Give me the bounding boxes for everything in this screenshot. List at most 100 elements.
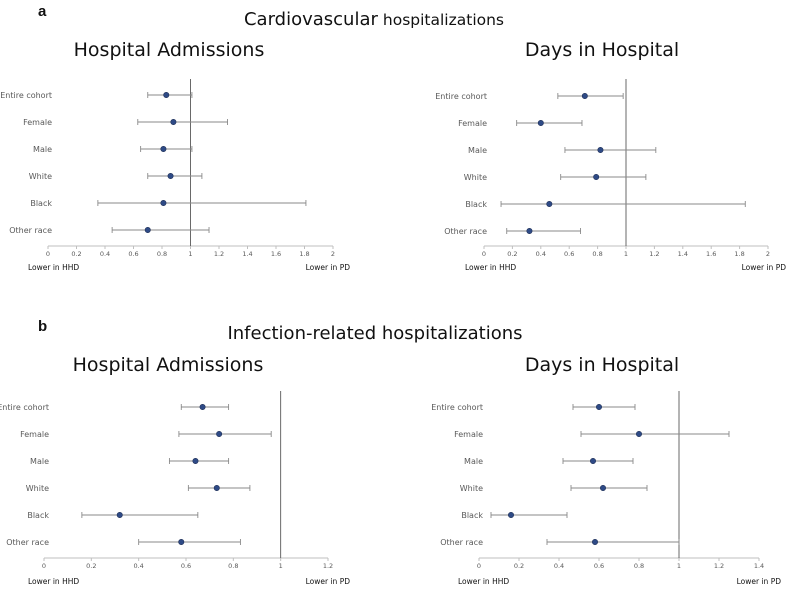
point-estimate [116, 511, 123, 518]
direction-label-left: Lower in HHD [458, 577, 509, 586]
point-estimate [192, 457, 199, 464]
x-tick-label: 0.4 [536, 250, 546, 258]
category-label: Female [458, 119, 487, 128]
x-tick-label: 1.6 [271, 250, 281, 258]
category-label: Other race [440, 538, 483, 547]
point-estimate [595, 403, 602, 410]
chart-infection-hospital-admissions: Hospital Admissions 0 0.2 0.4 0.6 0.8 1 1.2 Enti… [0, 354, 350, 586]
chart-cv-days-in-hospital: Days in Hospital 0 0.2 0.4 0.6 0.8 1 1.2 1.4 1.6 1… [435, 39, 786, 272]
category-label: White [26, 484, 49, 493]
x-tick-label: 0.8 [228, 562, 238, 570]
chart-cv-hospital-admissions: Hospital Admissions 0 0.2 0.4 0.6 0.8 1 1.2 1.4 1… [0, 39, 350, 272]
x-tick-label: 1.8 [734, 250, 744, 258]
chart-title: Hospital Admissions [74, 39, 265, 61]
category-label: Black [465, 200, 487, 209]
x-tick-label: 1.2 [323, 562, 333, 570]
point-estimate [507, 511, 514, 518]
point-estimate [144, 227, 151, 234]
x-tick-label: 1.2 [714, 562, 724, 570]
direction-label-right: Lower in PD [737, 577, 782, 586]
x-tick-label: 0 [42, 562, 46, 570]
x-tick-label: 1.2 [649, 250, 659, 258]
x-tick-label: 0 [477, 562, 481, 570]
point-estimate [178, 538, 185, 545]
point-estimate [599, 484, 606, 491]
category-label: White [464, 173, 487, 182]
category-label: Entire cohort [0, 91, 52, 100]
category-label: Other race [6, 538, 49, 547]
x-tick-label: 0.6 [594, 562, 604, 570]
category-label: Female [23, 118, 52, 127]
point-estimate [546, 201, 553, 208]
chart-infection-days-in-hospital: Days in Hospital 0 0.2 0.4 0.6 0.8 1 1.2 1.4 Enti… [431, 354, 781, 586]
x-tick-label: 1.8 [299, 250, 309, 258]
point-estimate [170, 119, 177, 126]
panel-a-label: a [38, 3, 47, 20]
chart-title: Days in Hospital [525, 39, 679, 61]
panel-b-title: Infection-related hospitalizations [227, 323, 522, 344]
x-tick-label: 1 [677, 562, 681, 570]
x-tick-label: 0.2 [507, 250, 517, 258]
chart-title: Hospital Admissions [73, 354, 264, 376]
panel-a-title: Cardiovascular hospitalizations [244, 9, 504, 30]
x-tick-label: 0.6 [128, 250, 138, 258]
category-label: Entire cohort [431, 403, 483, 412]
category-label: Other race [444, 227, 487, 236]
panel-a-title-main: Cardiovascular [244, 9, 379, 30]
x-tick-label: 1 [624, 250, 628, 258]
category-label: Female [20, 430, 49, 439]
direction-label-left: Lower in HHD [28, 577, 79, 586]
category-label: White [460, 484, 483, 493]
point-estimate [163, 92, 170, 99]
x-tick-label: 1.4 [678, 250, 688, 258]
direction-label-left: Lower in HHD [28, 263, 79, 272]
direction-label-right: Lower in PD [742, 263, 786, 272]
x-tick-label: 0.2 [86, 562, 96, 570]
category-label: Entire cohort [435, 92, 487, 101]
x-tick-label: 0 [482, 250, 486, 258]
point-estimate [160, 146, 167, 153]
category-label: Black [27, 511, 49, 520]
x-tick-label: 0.8 [157, 250, 167, 258]
direction-label-right: Lower in PD [306, 263, 351, 272]
category-label: Black [30, 199, 52, 208]
point-estimate [526, 228, 533, 235]
x-tick-label: 1 [188, 250, 192, 258]
panel-a-title-suffix: hospitalizations [383, 11, 504, 29]
category-label: Male [33, 145, 52, 154]
point-estimate [593, 174, 600, 181]
x-tick-label: 0.8 [592, 250, 602, 258]
x-tick-label: 0.2 [514, 562, 524, 570]
x-tick-label: 1.4 [242, 250, 252, 258]
direction-label-right: Lower in PD [306, 577, 351, 586]
category-label: Male [464, 457, 483, 466]
point-estimate [216, 430, 223, 437]
x-tick-label: 0.4 [133, 562, 143, 570]
x-tick-label: 0.6 [181, 562, 191, 570]
x-tick-label: 0 [46, 250, 50, 258]
x-tick-label: 0.8 [634, 562, 644, 570]
x-tick-label: 1.2 [214, 250, 224, 258]
category-label: Other race [9, 226, 52, 235]
x-tick-label: 1.6 [706, 250, 716, 258]
point-estimate [581, 93, 588, 100]
point-estimate [537, 120, 544, 127]
point-estimate [591, 538, 598, 545]
point-estimate [160, 200, 167, 207]
x-tick-label: 0.6 [564, 250, 574, 258]
x-tick-label: 0.4 [100, 250, 110, 258]
point-estimate [597, 147, 604, 154]
category-label: Female [454, 430, 483, 439]
x-tick-label: 2 [331, 250, 335, 258]
x-tick-label: 0.2 [71, 250, 81, 258]
category-label: Black [461, 511, 483, 520]
point-estimate [213, 484, 220, 491]
category-label: Entire cohort [0, 403, 49, 412]
category-label: Male [468, 146, 487, 155]
x-tick-label: 1 [279, 562, 283, 570]
direction-label-left: Lower in HHD [465, 263, 516, 272]
x-tick-label: 2 [766, 250, 770, 258]
x-tick-label: 1.4 [754, 562, 764, 570]
point-estimate [167, 173, 174, 180]
